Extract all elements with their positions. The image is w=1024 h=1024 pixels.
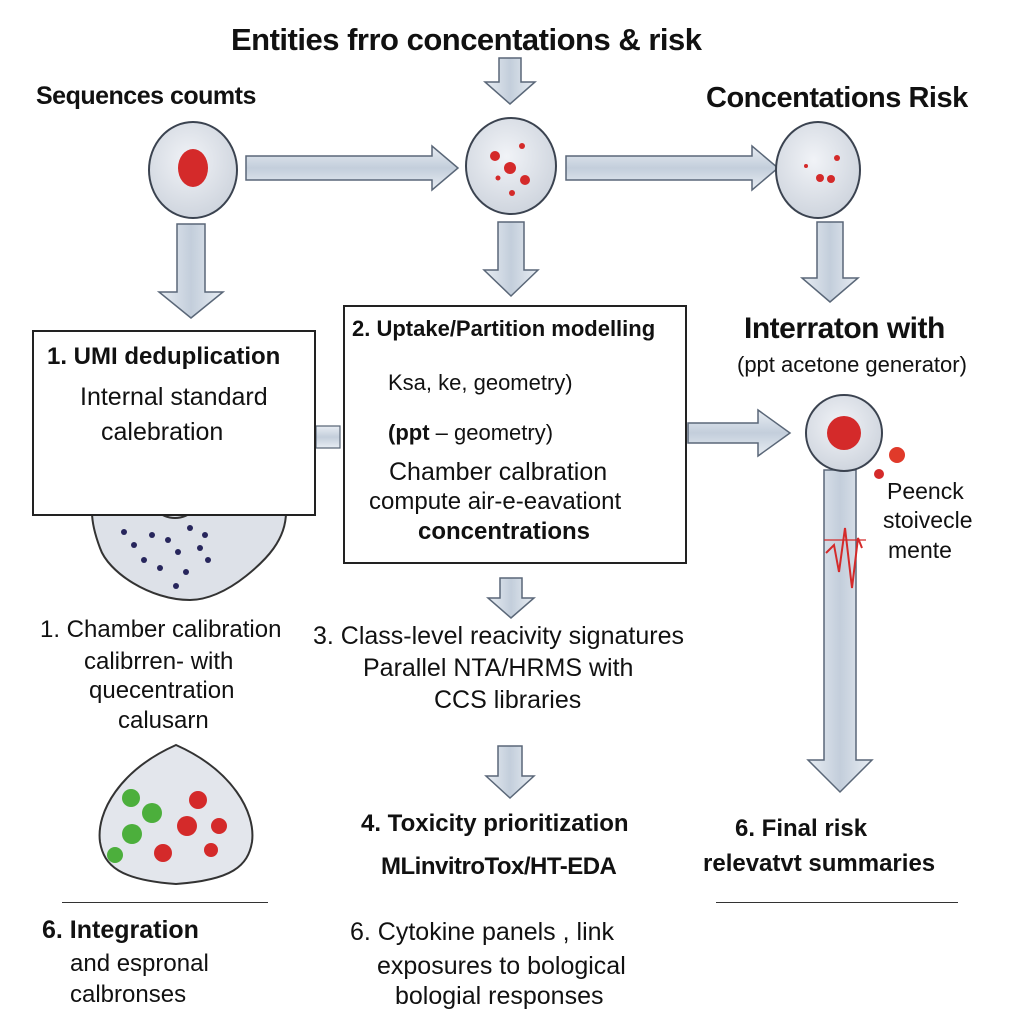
- right-low-rule: [716, 902, 958, 903]
- bottom-left-rule: [62, 902, 268, 903]
- right-label-3: mente: [888, 537, 952, 563]
- left-mid-line2: calibrren- with: [84, 648, 234, 675]
- box2-line5: concentrations: [418, 518, 591, 545]
- connector-box1-box2: [315, 425, 341, 449]
- bottom-center-line1: 6. Cytokine panels , link: [350, 918, 615, 946]
- arrow-box2-to-right-cell: [687, 408, 792, 458]
- bottom-left-line1: and espronal: [70, 950, 209, 977]
- cell-left: [148, 121, 238, 219]
- box-uptake-partition: [343, 305, 687, 564]
- box2-line2: (ppt – geometry): [388, 420, 553, 446]
- right-label-1: Peenck: [887, 478, 964, 504]
- center-low-title: 4. Toxicity prioritization: [361, 810, 629, 837]
- right-block-subtitle: (ppt acetone generator): [737, 352, 967, 377]
- box2-line4: compute air-e-eavationt: [369, 488, 622, 515]
- arrow-cell2-down: [482, 221, 540, 298]
- bottom-vessel: [98, 743, 254, 886]
- box1-line1: Internal standard: [80, 383, 268, 411]
- left-mid-line3: quecentration: [89, 677, 235, 704]
- arrow-box2-down: [485, 577, 537, 619]
- arrow-cell2-to-cell3: [565, 144, 780, 192]
- page-title: Entities frro concentations & risk: [231, 22, 702, 57]
- right-label-2: stoivecle: [883, 507, 973, 533]
- left-mid-line1: 1. Chamber calibration: [40, 616, 281, 644]
- box2-line1: Ksa, ke, geometry): [388, 370, 573, 395]
- box1-line2: calebration: [101, 418, 224, 446]
- arrow-cell3-down: [799, 221, 861, 303]
- cell-right: [775, 121, 861, 219]
- right-block-title: Interraton with: [744, 312, 945, 345]
- box1-title: 1. UMI deduplication: [47, 343, 281, 370]
- bottom-left-line2: calbronses: [70, 981, 187, 1008]
- box2-line2-rest: – geometry): [429, 420, 554, 445]
- cell-right-lower: [805, 394, 905, 479]
- left-mid-line1-text: 1. Chamber calibration: [40, 616, 282, 643]
- right-low-line2: relevatvt summaries: [703, 850, 936, 877]
- center-mid-line1: 3. Class-level reacivity signatures: [313, 622, 684, 650]
- box2-line3: Chamber calbration: [389, 458, 608, 486]
- bottom-center-line3: bologial responses: [395, 982, 604, 1010]
- center-mid-line3: CCS libraries: [434, 686, 582, 714]
- box2-line2-bold: (ppt: [388, 420, 430, 445]
- signal-trace: [825, 527, 863, 589]
- center-low-subtitle: MLinvitroTox/HT-EDA: [381, 853, 617, 880]
- center-mid-line2: Parallel NTA/HRMS with: [363, 654, 634, 682]
- arrow-right-long-down: [806, 469, 874, 794]
- arrow-cell1-to-cell2: [245, 144, 460, 192]
- cell-center: [465, 117, 557, 215]
- box-umi-deduplication: [32, 330, 316, 516]
- left-mid-line4: calusarn: [118, 707, 209, 734]
- bottom-left-title: 6. Integration: [42, 916, 199, 944]
- left-heading: Sequences coumts: [36, 82, 256, 110]
- right-low-line1: 6. Final risk: [735, 815, 868, 842]
- bottom-center-line2: exposures to bological: [377, 952, 626, 980]
- arrow-mid-down: [484, 745, 536, 800]
- arrow-title-down: [483, 57, 537, 105]
- right-heading: Concentations Risk: [706, 82, 968, 114]
- box2-title: 2. Uptake/Partition modelling: [352, 316, 656, 341]
- arrow-cell1-down: [156, 223, 226, 319]
